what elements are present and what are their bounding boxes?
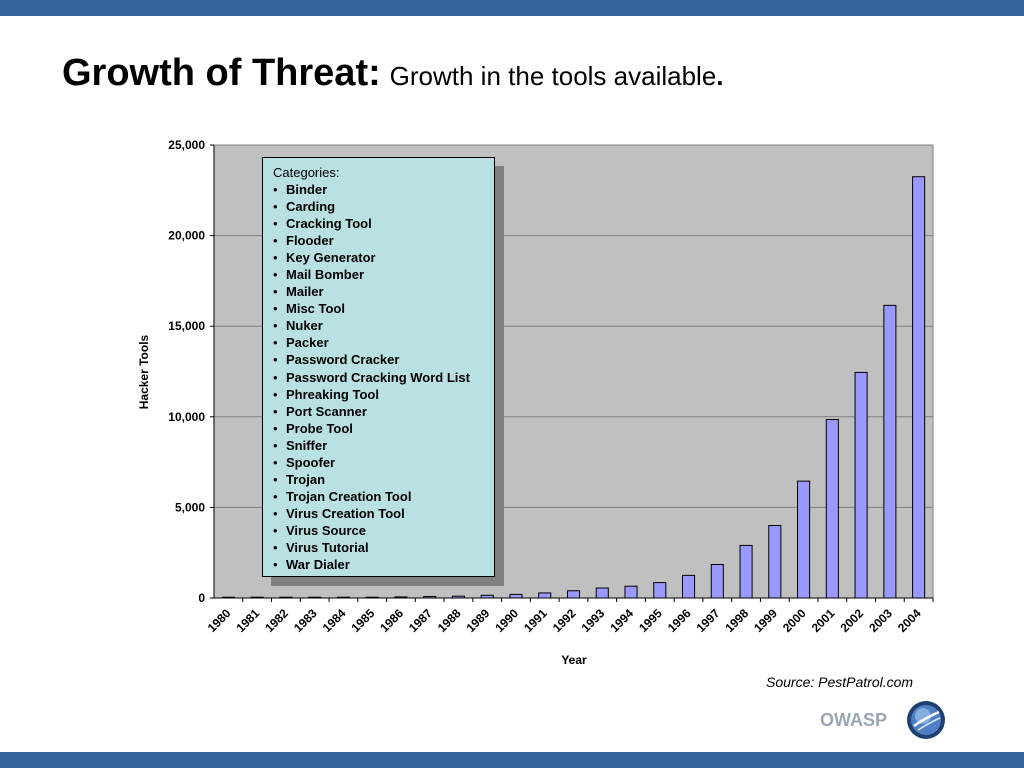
bar <box>423 596 437 599</box>
category-item: Mailer <box>273 283 494 300</box>
slide-title-main: Growth of Threat: <box>62 52 381 94</box>
category-item: Flooder <box>273 232 494 249</box>
categories-title: Categories: <box>273 165 340 180</box>
x-tick-label: 2001 <box>809 606 838 635</box>
x-tick-label: 1987 <box>406 606 435 635</box>
y-tick-label: 15,000 <box>168 319 205 333</box>
owasp-logo-text: OWASP <box>820 710 888 730</box>
bar <box>566 590 581 599</box>
x-tick-label: 2002 <box>837 606 866 635</box>
category-item: Nuker <box>273 317 494 334</box>
bar <box>624 585 638 599</box>
category-item: Trojan Creation Tool <box>273 488 494 505</box>
bar <box>682 574 696 599</box>
bar <box>365 596 379 599</box>
category-item: War Dialer <box>273 556 494 573</box>
bar <box>221 596 235 599</box>
y-tick-label: 25,000 <box>168 138 205 152</box>
category-item: Virus Source <box>273 522 494 539</box>
category-item: Virus Tutorial <box>273 539 494 556</box>
bar <box>538 592 552 599</box>
bar <box>912 176 926 599</box>
bar <box>279 596 293 599</box>
category-item: Phreaking Tool <box>273 386 494 403</box>
category-item: Carding <box>273 198 494 215</box>
slide-title-period: . <box>716 61 724 91</box>
x-tick-label: 1995 <box>636 606 665 635</box>
category-item: Probe Tool <box>273 420 494 437</box>
bar <box>480 594 494 599</box>
bar <box>451 595 465 599</box>
slide-title: Growth of Threat: Growth in the tools av… <box>62 52 724 95</box>
x-tick-label: 2000 <box>780 606 809 635</box>
bar <box>768 525 782 599</box>
slide-title-sub: Growth in the tools available <box>389 61 717 91</box>
category-item: Password Cracking Word List <box>273 369 494 386</box>
bar <box>336 596 350 599</box>
category-item: Virus Creation Tool <box>273 505 494 522</box>
x-tick-label: 1983 <box>291 606 320 635</box>
x-tick-label: 1989 <box>464 606 493 635</box>
category-item: Misc Tool <box>273 300 494 317</box>
x-tick-label: 1993 <box>579 606 608 635</box>
bar <box>854 371 868 599</box>
category-item: Cracking Tool <box>273 215 494 232</box>
bar <box>595 587 609 599</box>
x-tick-label: 2004 <box>895 606 924 635</box>
x-tick-label: 1982 <box>262 606 291 635</box>
x-tick-label: 1992 <box>550 606 579 635</box>
x-tick-label: 1988 <box>435 606 464 635</box>
bar <box>739 544 753 599</box>
x-tick-label: 1985 <box>349 606 378 635</box>
bar <box>509 593 523 599</box>
bar <box>825 419 839 599</box>
category-item: Sniffer <box>273 437 494 454</box>
x-tick-label: 1986 <box>377 606 406 635</box>
x-tick-label: 1998 <box>722 606 751 635</box>
bar <box>394 596 408 599</box>
bar <box>797 480 811 599</box>
categories-list: BinderCardingCracking ToolFlooderKey Gen… <box>273 181 494 573</box>
bar <box>653 582 667 599</box>
bar <box>308 596 322 599</box>
y-tick-label: 0 <box>198 591 205 605</box>
x-tick-label: 1984 <box>320 606 349 635</box>
x-tick-label: 1997 <box>694 606 723 635</box>
y-axis-title: Hacker Tools <box>137 334 151 409</box>
x-axis-title: Year <box>561 653 587 667</box>
category-item: Packer <box>273 334 494 351</box>
x-tick-label: 1990 <box>492 606 521 635</box>
y-tick-label: 10,000 <box>168 410 205 424</box>
owasp-globe-icon <box>907 701 945 739</box>
y-tick-label: 20,000 <box>168 229 205 243</box>
category-item: Port Scanner <box>273 403 494 420</box>
bar <box>883 304 897 599</box>
x-tick-label: 2003 <box>866 606 895 635</box>
x-tick-label: 1991 <box>521 606 550 635</box>
x-tick-label: 1996 <box>665 606 694 635</box>
category-item: Spoofer <box>273 454 494 471</box>
bar <box>250 596 264 599</box>
x-tick-label: 1981 <box>233 606 262 635</box>
x-tick-label: 1999 <box>751 606 780 635</box>
category-item: Key Generator <box>273 249 494 266</box>
x-tick-label: 1994 <box>607 606 636 635</box>
bottom-band <box>0 752 1024 768</box>
y-tick-label: 5,000 <box>175 500 205 514</box>
source-note: Source: PestPatrol.com <box>766 674 914 690</box>
top-band <box>0 0 1024 16</box>
category-item: Binder <box>273 181 494 198</box>
category-item: Trojan <box>273 471 494 488</box>
category-item: Password Cracker <box>273 351 494 368</box>
x-tick-label: 1980 <box>205 606 234 635</box>
categories-box: Categories: BinderCardingCracking ToolFl… <box>262 157 495 577</box>
category-item: Mail Bomber <box>273 266 494 283</box>
bar <box>710 563 724 599</box>
